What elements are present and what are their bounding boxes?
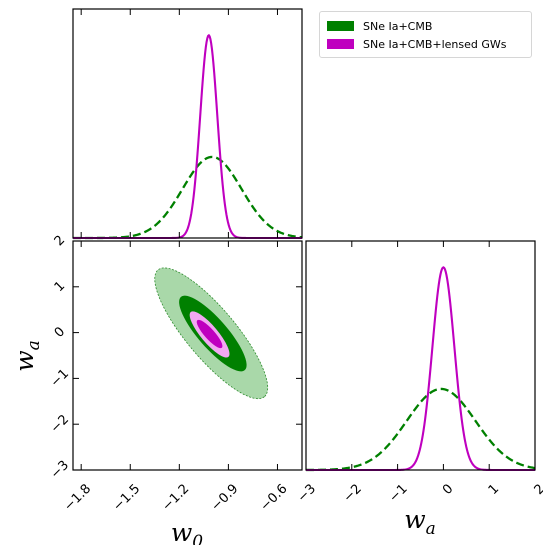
y-tick-label: −2	[48, 412, 72, 436]
legend-swatch-magenta	[327, 39, 354, 49]
x-tick-label: 2	[532, 481, 543, 497]
x-tick-label: −1.8	[61, 481, 94, 514]
y-tick-label: 1	[52, 279, 68, 295]
joint-w0-wa-panel: −1.8 −1.5 −1.2 −0.9 −0.6 −3 −2 −1 0 1 2	[48, 233, 303, 514]
contour-68-sne-cmb-gws	[196, 319, 223, 349]
y-tick-label: −1	[48, 366, 72, 390]
legend-label: SNe Ia+CMB	[363, 19, 433, 33]
y-tick-label: 0	[52, 324, 68, 340]
marginal-curve-sne-cmb	[306, 387, 536, 472]
x-axis-label-wa: wa	[404, 505, 436, 539]
x-tick-label: −3	[295, 481, 319, 505]
legend-swatch-green	[327, 21, 354, 31]
y-tick-label: 2	[52, 233, 68, 249]
marginal-curve-sne-cmb-gws	[73, 33, 302, 240]
x-axis-label-w0: w0	[171, 518, 203, 545]
legend-label: SNe Ia+CMB+lensed GWs	[363, 37, 507, 51]
legend-item-sne-cmb: SNe Ia+CMB	[327, 17, 524, 35]
legend: SNe Ia+CMB SNe Ia+CMB+lensed GWs	[319, 11, 532, 58]
x-tick-label: −0.9	[209, 481, 242, 514]
x-tick-label: −1.5	[110, 481, 143, 514]
marginal-w0-panel	[72, 8, 303, 240]
legend-item-sne-cmb-gws: SNe Ia+CMB+lensed GWs	[327, 35, 524, 53]
x-tick-label: −1.2	[159, 481, 192, 514]
marginal-wa-panel: −3 −2 −1 0 1 2	[295, 240, 543, 506]
marginal-wa-frame	[305, 240, 536, 471]
joint-panel-frame	[72, 240, 303, 471]
y-axis-label-wa: wa	[10, 340, 44, 372]
x-tick-label: −1	[386, 481, 410, 505]
marginal-curve-sne-cmb-gws	[306, 266, 535, 472]
y-tick-label: −3	[48, 458, 72, 482]
marginal-w0-frame	[72, 8, 303, 239]
x-tick-label: 1	[486, 481, 502, 497]
x-tick-label: −0.6	[258, 481, 291, 514]
x-tick-label: −2	[341, 481, 365, 505]
x-tick-label: 0	[440, 481, 456, 497]
